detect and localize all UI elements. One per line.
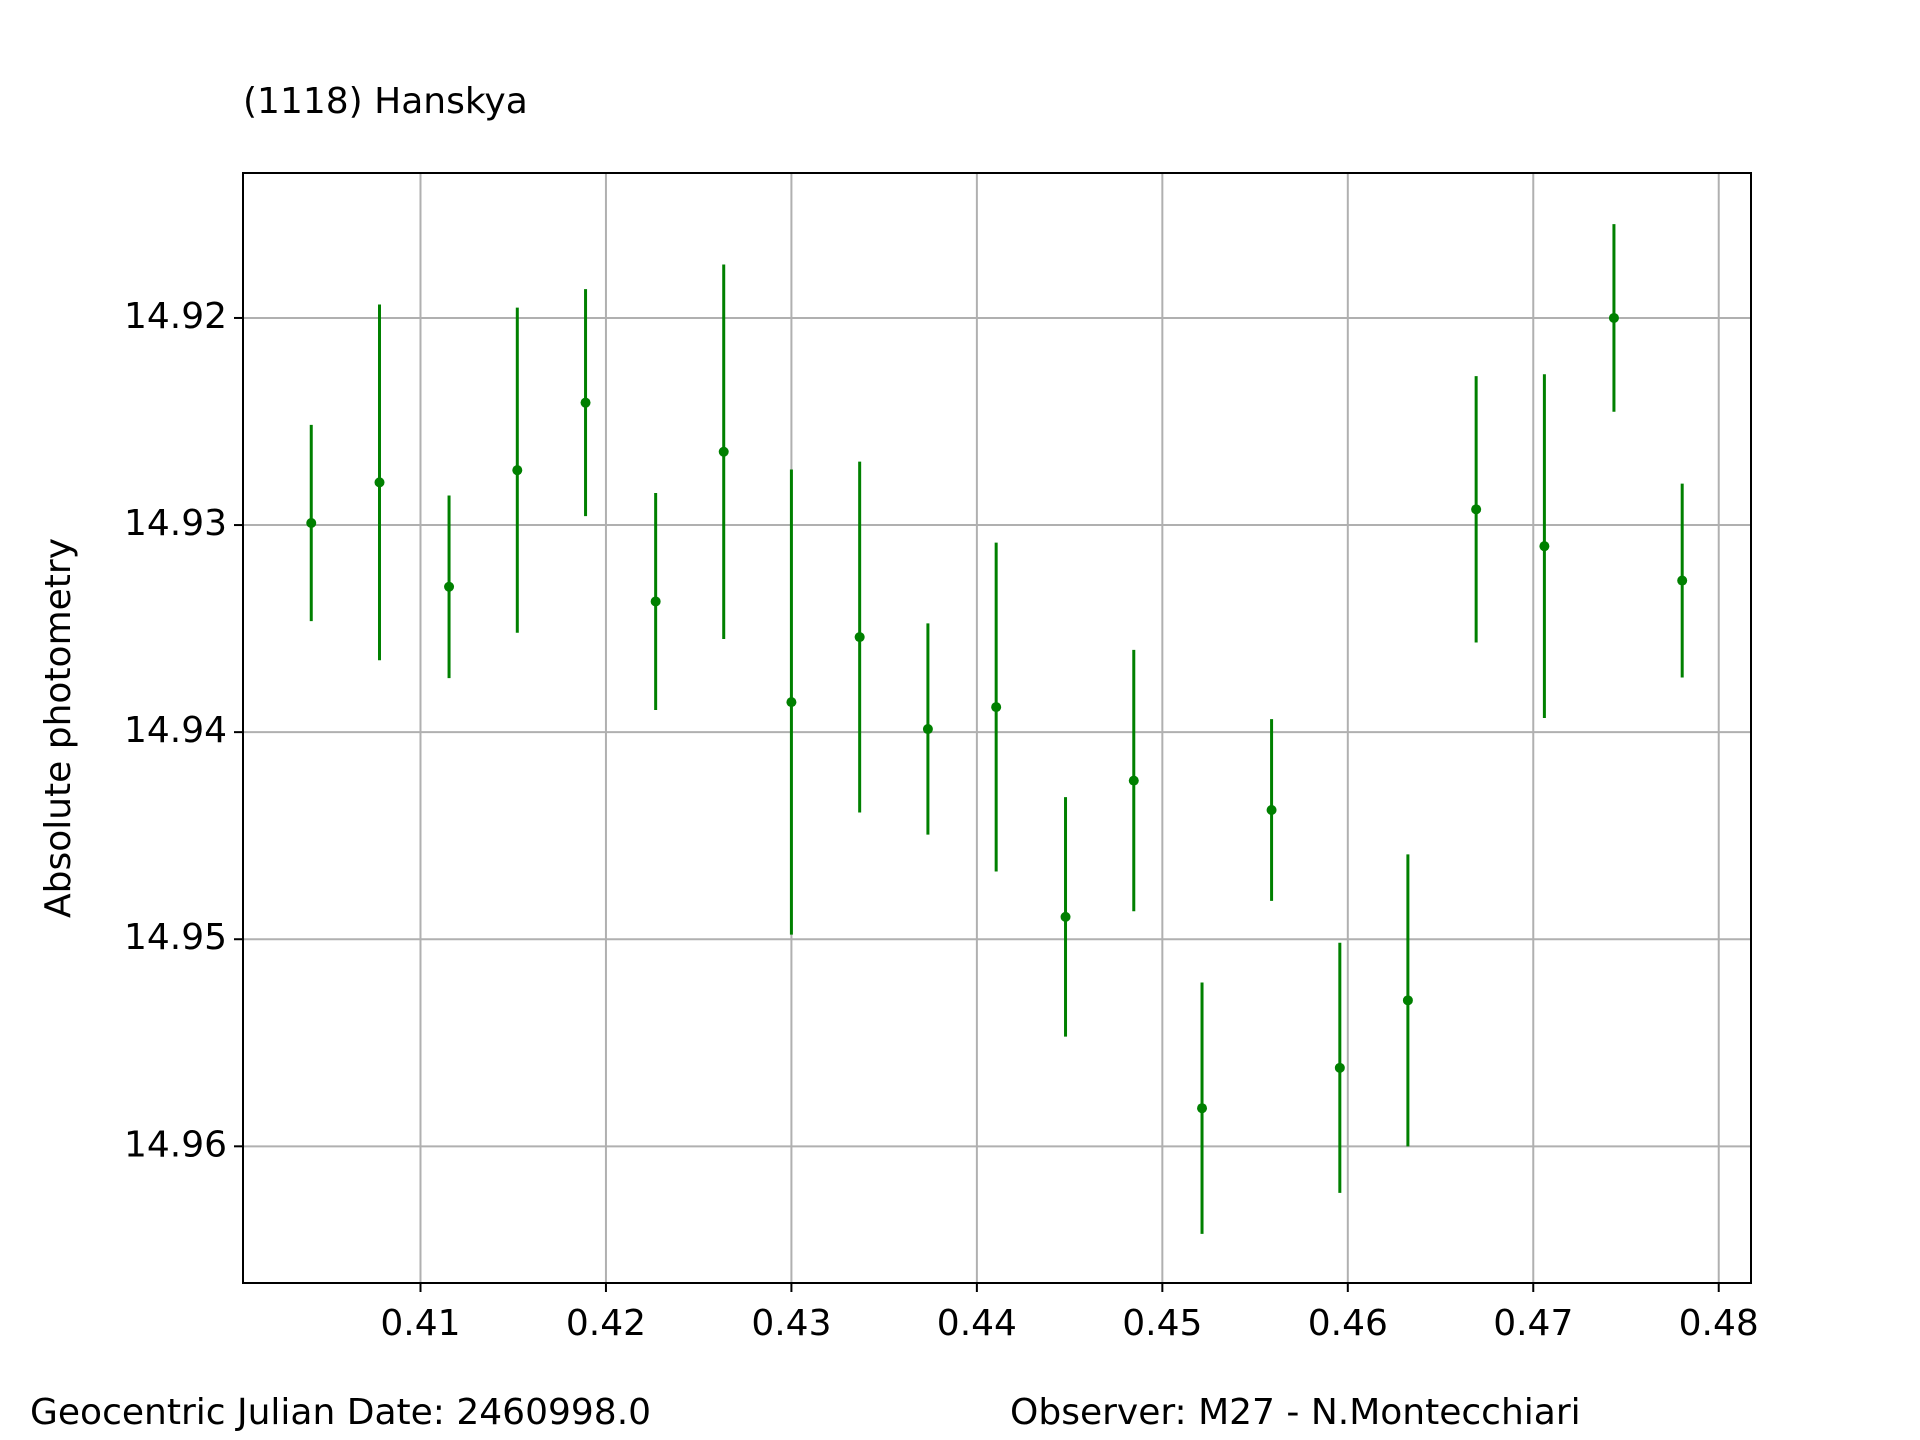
x-tick-label: 0.42 — [566, 1303, 646, 1344]
y-axis-label: Absolute photometry — [38, 538, 79, 918]
data-point — [1471, 504, 1482, 515]
x-tick-label: 0.46 — [1308, 1303, 1388, 1344]
data-point — [444, 581, 455, 592]
x-tick-label: 0.48 — [1679, 1303, 1759, 1344]
y-tick-label: 14.96 — [124, 1124, 227, 1165]
data-point — [718, 446, 729, 457]
y-tick-label: 14.94 — [124, 710, 227, 751]
footer-observer: Observer: M27 - N.Montecchiari — [1010, 1392, 1581, 1433]
data-point — [854, 632, 865, 643]
data-point — [1197, 1103, 1208, 1114]
x-tick-label: 0.44 — [937, 1303, 1017, 1344]
y-tick-label: 14.93 — [124, 503, 227, 544]
data-point — [1060, 911, 1071, 922]
data-point — [991, 702, 1002, 713]
data-point — [306, 517, 317, 528]
data-point — [1266, 805, 1277, 816]
x-tick-label: 0.45 — [1122, 1303, 1202, 1344]
data-point — [1128, 775, 1139, 786]
y-tick-label: 14.95 — [124, 917, 227, 958]
x-tick-label: 0.41 — [380, 1303, 460, 1344]
data-point — [512, 465, 523, 476]
footer-date: Geocentric Julian Date: 2460998.0 — [30, 1392, 651, 1433]
data-point — [1677, 575, 1688, 586]
plot-frame — [242, 172, 1752, 1284]
data-point — [580, 397, 591, 408]
data-point — [1608, 312, 1619, 323]
data-point — [1402, 995, 1413, 1006]
chart-title: (1118) Hanskya — [243, 81, 528, 122]
data-point — [374, 477, 385, 488]
data-point — [1539, 541, 1550, 552]
x-tick-label: 0.47 — [1493, 1303, 1573, 1344]
data-point — [650, 596, 661, 607]
x-tick-label: 0.43 — [751, 1303, 831, 1344]
data-point — [1334, 1062, 1345, 1073]
data-point — [922, 724, 933, 735]
y-tick-label: 14.92 — [124, 296, 227, 337]
data-point — [786, 697, 797, 708]
